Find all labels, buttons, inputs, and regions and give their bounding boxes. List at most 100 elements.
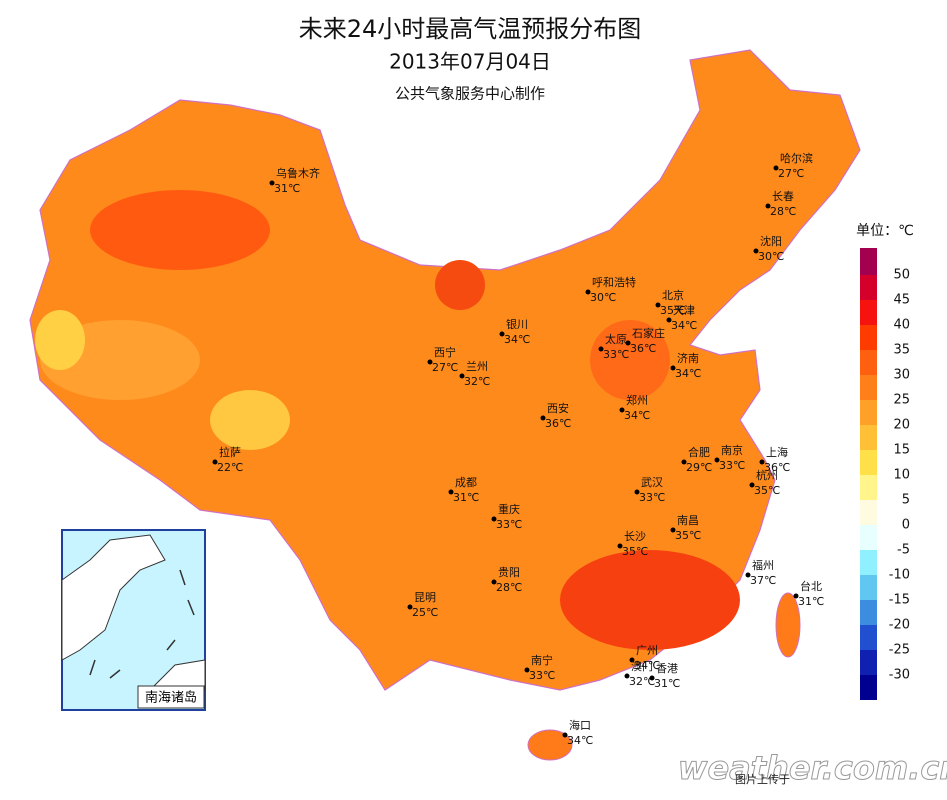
city-temp: 34℃ [675,367,701,380]
legend-swatch [860,650,877,675]
legend-swatch [860,550,877,575]
city-dot [634,489,640,495]
city-temp: 35℃ [660,304,686,317]
map-date: 2013年07月04日 [389,50,551,74]
taiwan [775,592,801,658]
city-temp: 33℃ [496,518,522,531]
nine-dash [89,569,195,679]
legend-swatch [860,600,877,625]
legend-swatch [860,525,877,550]
city-dot [459,373,465,379]
legend-swatch [860,325,877,350]
city-dot [625,340,631,346]
city-dot [540,415,546,421]
city-dot [448,489,454,495]
city-dot [562,732,568,738]
city-name: 澳门 [631,659,653,673]
legend-label: 30 [893,368,910,383]
city-dot [773,165,779,171]
hot-area [90,190,270,270]
legend-label: 40 [893,318,910,333]
city-name: 天津 [673,304,695,317]
city-temp: 36℃ [630,342,656,355]
city-temp: 27℃ [432,361,458,374]
city-name: 重庆 [498,502,520,516]
watermark-site: weather.com.cn [678,749,947,787]
legend-unit: 单位：℃ [856,223,914,239]
city-name: 昆明 [414,591,436,604]
legend-label: 35 [893,343,910,358]
city-dot [598,346,604,352]
city-temp: 31℃ [453,491,479,504]
city-temp: 25℃ [412,606,438,619]
city-name: 南宁 [531,653,553,667]
legend-swatch [860,400,877,425]
city-dot [499,331,505,337]
legend-label: -5 [897,543,910,558]
city-temp: 33℃ [639,491,665,504]
city-name: 海口 [569,718,591,732]
city-name: 兰州 [466,360,488,373]
city-temp: 33℃ [719,459,745,472]
city-dot [585,289,591,295]
legend-label: 50 [893,268,910,283]
legend-swatch [860,350,877,375]
city-dot [670,527,676,533]
city-temp: 34℃ [624,409,650,422]
city-dot [491,579,497,585]
legend-swatch [860,575,877,600]
legend-label: -30 [889,668,910,683]
legend-swatch [860,625,877,650]
city-name: 合肥 [688,445,710,459]
city-name: 西安 [547,401,569,415]
city-temp: 33℃ [529,669,555,682]
city-name: 郑州 [626,393,648,407]
city-name: 长沙 [624,530,646,543]
city-name: 广州 [636,644,658,657]
legend-label: 0 [902,518,910,533]
legend-swatch [860,500,877,525]
cool-area [35,310,85,370]
city-name: 长春 [772,190,794,203]
city-name: 北京 [662,288,684,302]
inset-label: 南海诸岛 [145,690,197,706]
city-temp: 32℃ [629,675,655,688]
city-temp: 36℃ [764,461,790,474]
city-temp: 33℃ [603,348,629,361]
city-name: 石家庄 [632,326,665,340]
city-temp: 35℃ [754,484,780,497]
city-name: 成都 [455,476,477,489]
legend-label: -25 [889,643,910,658]
city-temp: 31℃ [654,677,680,690]
city-name: 拉萨 [219,445,241,459]
legend-swatch [860,375,877,400]
map-title: 未来24小时最高气温预报分布图 [299,15,642,43]
city-temp: 30℃ [590,291,616,304]
hot-area [560,550,740,650]
legend-swatch [860,300,877,325]
legend-label: 45 [893,293,910,308]
city-dot [749,482,755,488]
city-dot [655,302,661,308]
city-temp: 31℃ [798,595,824,608]
city-temp: 37℃ [750,574,776,587]
city-name: 呼和浩特 [592,275,636,289]
city-dot [753,248,759,254]
legend-swatch [860,425,877,450]
city-temp: 31℃ [274,182,300,195]
city-dot [666,317,672,323]
city-name: 福州 [752,558,774,572]
city-dot [491,516,497,522]
legend-label: 25 [893,393,910,408]
city-temp: 30℃ [758,250,784,263]
city-temp: 36℃ [545,417,571,430]
city-dot [793,593,799,599]
city-temp: 22℃ [217,461,243,474]
city-dot [427,359,433,365]
city-name: 沈阳 [760,234,782,248]
legend-swatch [860,248,877,275]
city-name: 南昌 [677,514,699,527]
legend-label: -20 [889,618,910,633]
city-name: 香港 [656,662,678,675]
